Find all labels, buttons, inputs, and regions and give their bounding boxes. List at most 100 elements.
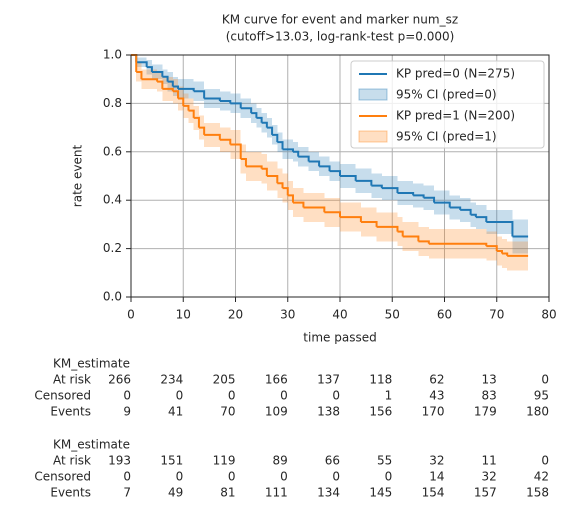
km-step [434, 201, 451, 208]
km-step [266, 175, 279, 184]
risk-cell: 170 [422, 405, 445, 419]
risk-cell: 179 [474, 405, 497, 419]
km-step [157, 80, 164, 89]
risk-cell: 83 [481, 389, 496, 403]
risk-cell: 55 [377, 454, 392, 468]
risk-cell: 0 [280, 389, 288, 403]
x-tick-label: 30 [280, 308, 295, 322]
km-step [376, 225, 399, 232]
x-tick-label: 70 [489, 308, 504, 322]
risk-cell: 145 [369, 486, 392, 500]
plot-frame [130, 54, 550, 298]
risk-cell: 1 [385, 389, 393, 403]
y-tick-label: 0.6 [103, 144, 122, 158]
risk-cell: 0 [541, 373, 549, 387]
km-step [292, 201, 305, 208]
km-step [230, 102, 242, 109]
km-step [324, 211, 341, 218]
km-step [298, 155, 310, 162]
km-step [397, 230, 404, 237]
risk-cell: 151 [160, 454, 183, 468]
x-tick-label: 60 [437, 308, 452, 322]
km-step [240, 107, 253, 114]
km-step [146, 66, 153, 72]
km-step [198, 126, 206, 135]
risk-cell: 0 [332, 470, 340, 484]
x-tick-label: 20 [228, 308, 243, 322]
risk-table-title: KM_estimate [53, 357, 130, 371]
risk-cell: 0 [123, 389, 131, 403]
km-step [188, 109, 195, 118]
risk-cell: 0 [123, 470, 131, 484]
risk-cell: 158 [526, 486, 549, 500]
y-tick-label: 1.0 [103, 48, 122, 62]
km-step [204, 133, 221, 140]
legend-ci-swatch [358, 88, 388, 101]
km-step [277, 182, 284, 189]
risk-row-label: Events [50, 405, 91, 419]
km-step [329, 170, 341, 176]
risk-cell: 137 [317, 373, 340, 387]
km-step [172, 90, 180, 99]
risk-cell: 70 [220, 405, 235, 419]
risk-row-label: Censored [34, 470, 91, 484]
km-step [355, 179, 373, 186]
risk-cell: 13 [481, 373, 496, 387]
km-step [282, 187, 289, 196]
risk-cell: 32 [429, 454, 444, 468]
km-step [136, 61, 148, 68]
legend-label: 95% CI (pred=1) [396, 130, 497, 144]
km-step [251, 112, 258, 118]
risk-row-label: At risk [53, 373, 91, 387]
km-step [178, 97, 185, 106]
km-step [136, 70, 143, 80]
risk-cell: 138 [317, 405, 340, 419]
km-step [261, 121, 268, 128]
km-step [193, 116, 200, 128]
risk-row-label: At risk [53, 454, 91, 468]
legend-label: KP pred=1 (N=200) [396, 109, 515, 123]
legend-label: 95% CI (pred=0) [396, 88, 497, 102]
risk-cell: 89 [272, 454, 287, 468]
risk-cell: 0 [228, 470, 236, 484]
km-step [486, 245, 498, 252]
risk-cell: 193 [108, 454, 131, 468]
km-step [277, 141, 284, 150]
km-step [266, 126, 274, 135]
risk-cell: 32 [481, 470, 496, 484]
risk-cell: 205 [213, 373, 236, 387]
risk-cell: 42 [534, 470, 549, 484]
chart-title: KM curve for event and marker num_sz [222, 13, 458, 27]
km-step [193, 90, 206, 99]
risk-cell: 180 [526, 405, 549, 419]
risk-cell: 166 [265, 373, 288, 387]
km-step [183, 104, 190, 111]
km-step [272, 133, 279, 143]
km-step [151, 70, 164, 77]
risk-table-title: KM_estimate [53, 438, 130, 452]
risk-cell: 234 [160, 373, 183, 387]
x-tick-label: 50 [385, 308, 400, 322]
risk-cell: 109 [265, 405, 288, 419]
y-tick-label: 0.0 [103, 290, 122, 304]
km-step [486, 220, 514, 237]
km-step [131, 54, 138, 72]
km-step [340, 216, 362, 222]
risk-cell: 49 [168, 486, 183, 500]
risk-cell: 157 [474, 486, 497, 500]
risk-cell: 266 [108, 373, 131, 387]
legend-label: KP pred=0 (N=275) [396, 67, 515, 81]
risk-cell: 0 [176, 470, 184, 484]
risk-cell: 134 [317, 486, 340, 500]
x-tick-label: 80 [541, 308, 556, 322]
risk-cell: 156 [369, 405, 392, 419]
x-tick-label: 10 [176, 308, 191, 322]
km-step [475, 216, 488, 222]
km-step [319, 165, 331, 172]
km-step [423, 196, 436, 203]
risk-cell: 14 [429, 470, 444, 484]
km-step [460, 208, 472, 215]
risk-cell: 119 [213, 454, 236, 468]
